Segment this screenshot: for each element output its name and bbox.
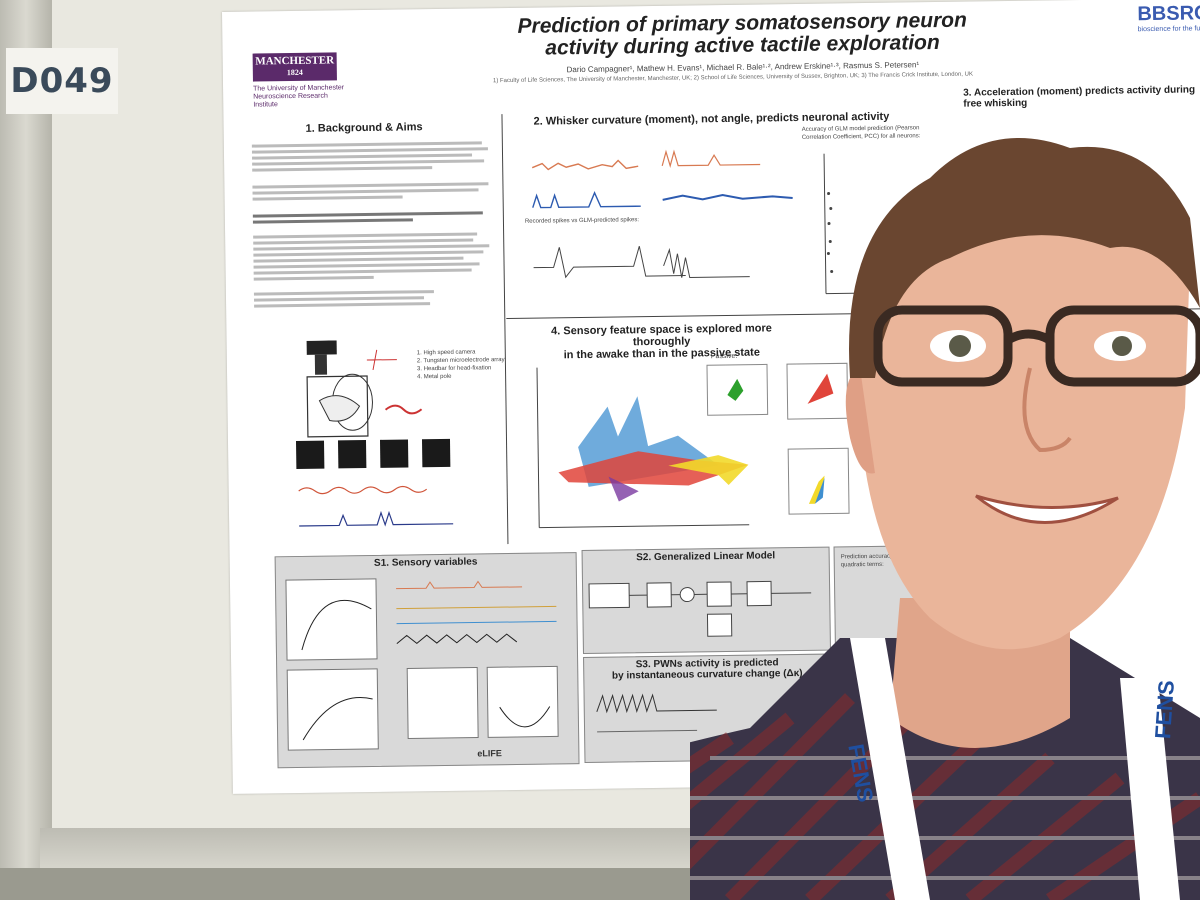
smile: [975, 494, 1119, 524]
bbsrc-logo: BBSRC bioscience for the future: [1137, 2, 1200, 34]
board-post: [0, 0, 52, 900]
elife-logo: eLIFE: [477, 748, 502, 759]
face: [857, 218, 1190, 650]
lanyard-left: [850, 638, 930, 900]
feature-space-scatter: [536, 362, 850, 529]
poster-title: Prediction of primary somatosensory neur…: [517, 8, 967, 60]
section-2-subtitle: Recorded spikes vs GLM-predicted spikes:: [524, 217, 640, 225]
manchester-logo-subtitle: The University of Manchester Neuroscienc…: [253, 84, 345, 109]
lanyard-right: [1120, 678, 1180, 900]
panel-s2-glm: S2. Generalized Linear Model: [581, 546, 831, 655]
glasses-icon: [873, 305, 1200, 387]
research-poster: MANCHESTER 1824 The University of Manche…: [222, 0, 1200, 794]
lanyard-text-right: FENS: [1150, 679, 1180, 740]
section-1-title: 1. Background & Aims: [305, 121, 423, 135]
manchester-logo: MANCHESTER 1824: [252, 52, 337, 82]
booth-number: D049: [6, 48, 118, 114]
hair: [849, 138, 1200, 378]
person-selfie: [690, 138, 1200, 900]
s1-plots: [285, 578, 559, 751]
setup-thumbnails: [295, 438, 451, 470]
glm-block-diagram: [588, 580, 812, 637]
experimental-setup-diagram: [295, 340, 454, 527]
ear: [845, 368, 875, 474]
nose: [1022, 367, 1072, 453]
panel-s3-curvature: S3. PWNs activity is predicted by instan…: [583, 653, 833, 764]
section-1-text: [251, 138, 494, 310]
setup-labels: 1. High speed camera 2. Tungsten microel…: [416, 349, 505, 381]
panel-s1-sensory-variables: S1. Sensory variables: [274, 552, 580, 769]
section-2-traces: [531, 149, 793, 279]
s3-trace: [596, 693, 717, 733]
